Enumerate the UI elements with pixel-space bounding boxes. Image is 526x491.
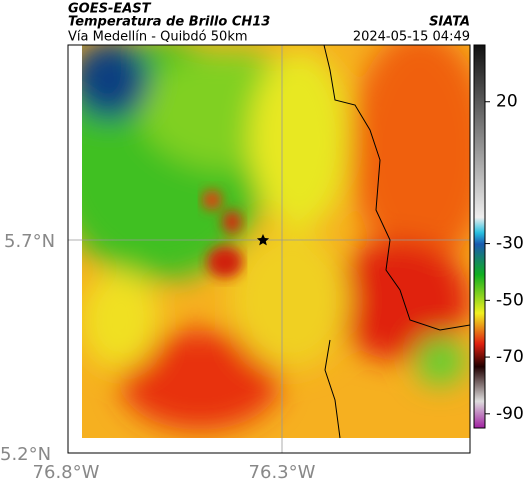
timestamp: 2024-05-15 04:49 [353,30,470,45]
lon-label: 76.3°W [249,462,316,483]
title: GOES-EAST [68,2,152,17]
lon-label: 76.8°W [33,462,100,483]
subtitle: Temperatura de Brillo CH13 [68,15,270,30]
source: SIATA [429,15,470,30]
colorbar-tick-label: -30 [496,234,524,254]
city-marker [256,234,270,246]
colorbar-tick-label: 20 [496,92,518,112]
lat-label: 5.2°N [0,444,51,465]
location: Vía Medellín - Quibdó 50km [68,30,248,45]
colorbar-tick-label: -90 [496,404,524,424]
colorbar-tick-label: -70 [496,347,524,367]
colorbar [473,44,486,429]
lat-label: 5.7°N [4,231,55,252]
brightness-field [82,45,470,438]
colorbar-tick-label: -50 [496,290,524,310]
